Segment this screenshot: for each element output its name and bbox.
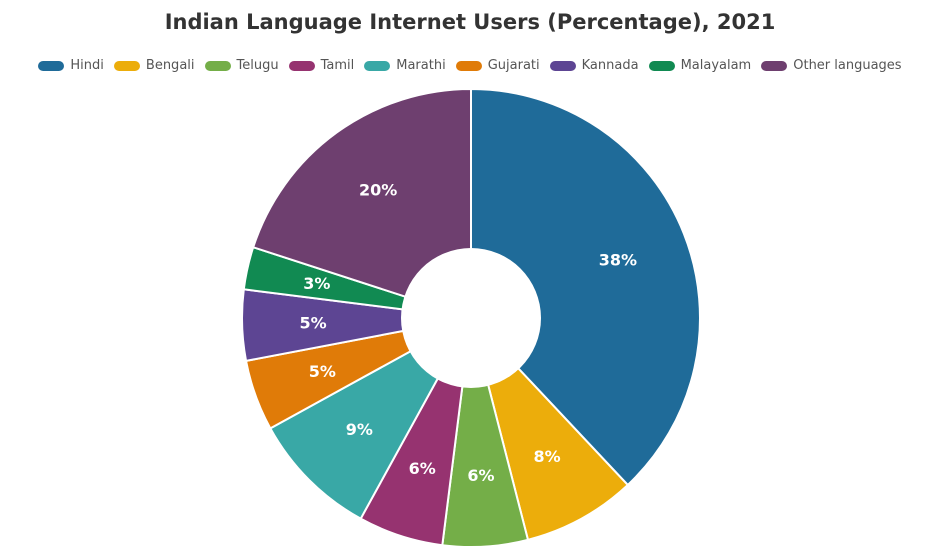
legend-swatch: [761, 60, 788, 71]
legend-label: Marathi: [396, 58, 446, 73]
legend-item-kannada[interactable]: Kannada: [549, 58, 639, 73]
chart-title: Indian Language Internet Users (Percenta…: [164, 10, 776, 34]
pie-labels: 38% 8% 6% 6% 9% 5% 5% 3% 20%: [299, 181, 637, 486]
slice-label-other-languages: 20%: [359, 181, 397, 200]
legend-item-other-languages[interactable]: Other languages: [761, 58, 902, 73]
legend-item-telugu[interactable]: Telugu: [204, 58, 279, 73]
pie-slice-marathi[interactable]: [269, 317, 472, 520]
legend-item-marathi[interactable]: Marathi: [364, 58, 446, 73]
legend-label: Other languages: [793, 58, 902, 73]
legend: Hindi Bengali Telugu Tamil Marathi Gujarati Ka…: [0, 58, 940, 73]
legend-item-malayalam[interactable]: Malayalam: [648, 58, 752, 73]
slice-label-hindi: 38%: [599, 250, 637, 269]
legend-swatch: [288, 60, 315, 71]
slice-label-bengali: 8%: [534, 447, 561, 466]
slice-label-gujarati: 5%: [309, 362, 336, 381]
legend-swatch: [648, 60, 675, 71]
slice-label-tamil: 6%: [409, 459, 436, 478]
legend-swatch: [364, 60, 391, 71]
legend-label: Bengali: [145, 58, 195, 73]
legend-item-bengali[interactable]: Bengali: [113, 58, 195, 73]
slice-label-telugu: 6%: [467, 466, 494, 485]
pie-slices: [241, 88, 701, 548]
slice-label-kannada: 5%: [299, 313, 326, 332]
legend-label: Kannada: [581, 58, 639, 73]
donut-hole: [401, 248, 541, 388]
legend-item-tamil[interactable]: Tamil: [288, 58, 355, 73]
legend-item-hindi[interactable]: Hindi: [38, 58, 104, 73]
slice-label-marathi: 9%: [346, 420, 373, 439]
pie-slice-hindi[interactable]: [470, 88, 701, 486]
legend-label: Hindi: [70, 58, 104, 73]
legend-label: Telugu: [236, 58, 279, 73]
legend-label: Malayalam: [680, 58, 752, 73]
legend-swatch: [204, 60, 231, 71]
legend-swatch: [38, 60, 65, 71]
legend-item-gujarati[interactable]: Gujarati: [455, 58, 540, 73]
pie-slice-other-languages[interactable]: [252, 88, 472, 319]
legend-swatch: [455, 60, 482, 71]
legend-swatch: [113, 60, 140, 71]
legend-swatch: [549, 60, 576, 71]
slice-label-malayalam: 3%: [303, 274, 330, 293]
legend-label: Gujarati: [487, 58, 540, 73]
legend-label: Tamil: [320, 58, 355, 73]
